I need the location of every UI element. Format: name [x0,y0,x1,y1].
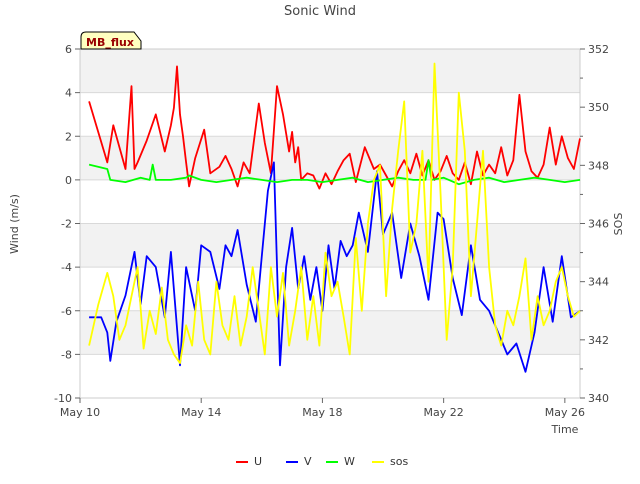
y-tick-label: -6 [61,305,72,318]
legend-label-w: W [344,455,355,468]
x-tick-label: May 10 [60,406,100,419]
series-line-v [89,161,581,373]
series-layer [88,62,581,373]
series-line-sos [88,62,581,365]
x-tick-label: May 18 [302,406,342,419]
legend-label-v: V [304,455,312,468]
y-tick-label: -10 [54,392,72,405]
legend-label-sos: sos [390,455,408,468]
y-tick-label: -4 [61,261,72,274]
y-tick-label: -2 [61,218,72,231]
y2-tick-label: 350 [588,101,609,114]
y2-tick-label: 346 [588,218,609,231]
x-tick-label: May 22 [424,406,464,419]
legend-label-u: U [254,455,262,468]
y2-tick-label: 344 [588,276,609,289]
x-tick-label: May 14 [181,406,221,419]
y-tick-label: 6 [65,43,72,56]
x-tick-label: May 26 [545,406,585,419]
chart-title: Sonic Wind [284,4,356,19]
series-line-u [88,65,581,190]
y2-tick-label: 352 [588,43,609,56]
y-tick-label: 4 [65,87,72,100]
plot-bands [80,49,580,355]
y2-tick-label: 348 [588,159,609,172]
y-tick-label: -8 [61,348,72,361]
y-tick-label: 0 [65,174,72,187]
y2-tick-label: 340 [588,392,609,405]
y-axis-label: Wind (m/s) [8,194,21,254]
plot-band [80,49,580,93]
x-axis-label: Time [551,423,579,436]
y2-tick-label: 342 [588,334,609,347]
y2-axis-label: SOS [612,213,625,236]
annotation-badge: MB_flux [80,31,142,50]
annotation-box [80,31,142,50]
y-tick-label: 2 [65,130,72,143]
annotation-text: MB_flux [86,36,134,49]
